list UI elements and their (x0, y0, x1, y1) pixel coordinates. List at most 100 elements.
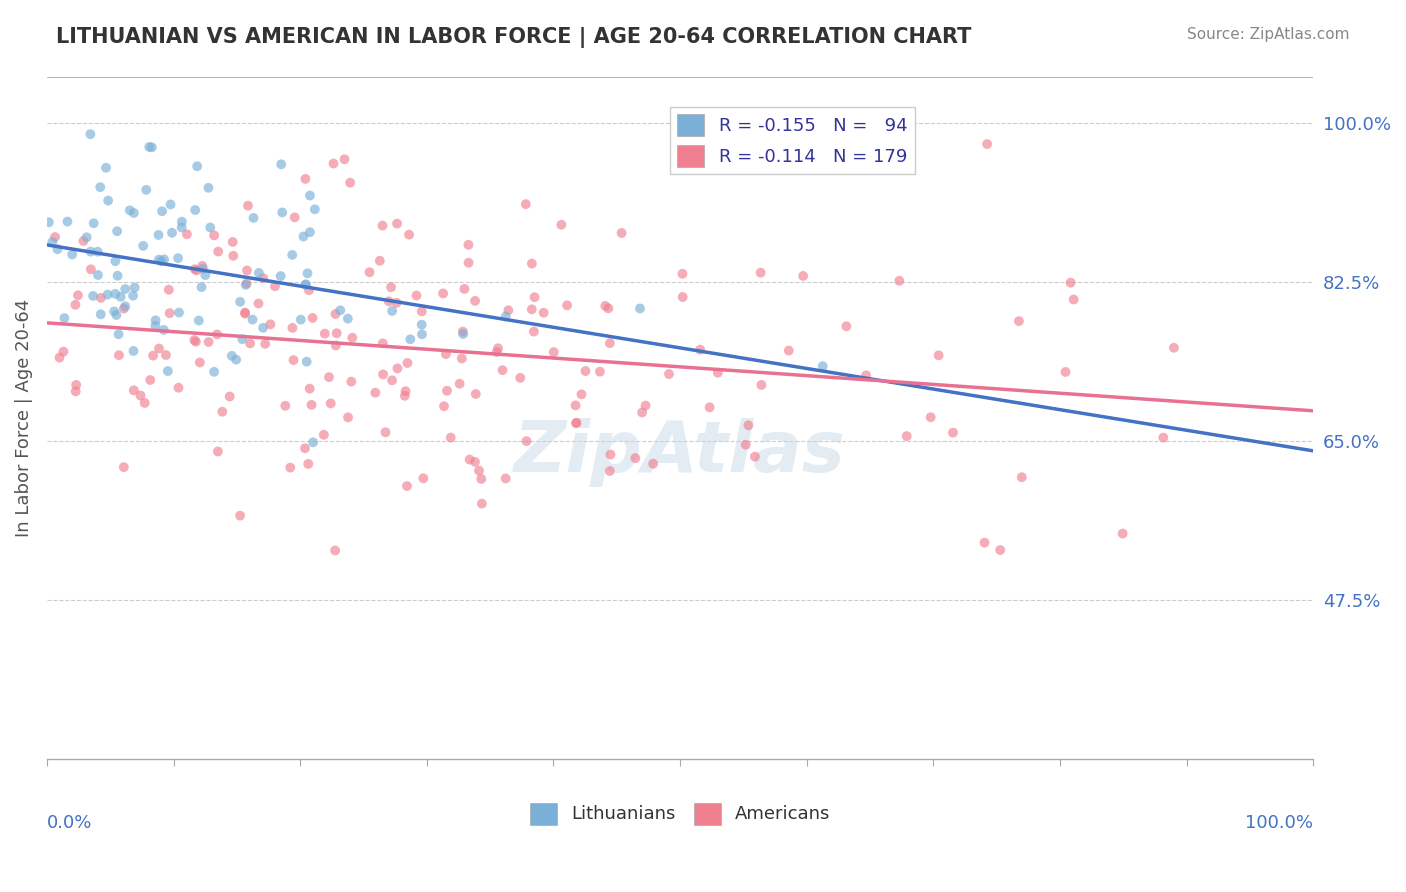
Point (242, 211, 264, 225)
Point (312, 427, 335, 442)
Point (274, 399, 297, 413)
Point (323, 543, 346, 558)
Point (434, 347, 457, 361)
Point (187, 313, 209, 327)
Point (319, 396, 342, 410)
Point (699, 401, 721, 415)
Point (436, 384, 458, 398)
Point (599, 448, 621, 462)
Point (387, 361, 409, 376)
Point (112, 460, 135, 475)
Point (298, 283, 321, 297)
Point (973, 535, 995, 549)
Point (1008, 314, 1031, 328)
Point (411, 304, 433, 318)
Point (65, 298, 87, 312)
Point (988, 543, 1011, 558)
Point (294, 172, 316, 186)
Point (80, 262, 103, 277)
Point (325, 338, 347, 352)
Point (624, 451, 647, 466)
Point (155, 348, 177, 362)
Point (301, 398, 323, 412)
Point (211, 405, 233, 419)
Point (598, 301, 620, 316)
Point (247, 266, 270, 280)
Point (543, 345, 565, 359)
Point (124, 280, 146, 294)
Point (325, 326, 347, 341)
Point (150, 254, 173, 268)
Point (515, 434, 537, 449)
Point (90, 307, 112, 321)
Point (235, 277, 257, 291)
Point (153, 323, 176, 337)
Point (751, 378, 773, 392)
Point (453, 282, 475, 296)
Text: LITHUANIAN VS AMERICAN IN LABOR FORCE | AGE 20-64 CORRELATION CHART: LITHUANIAN VS AMERICAN IN LABOR FORCE | … (56, 27, 972, 48)
Point (82, 289, 104, 303)
Point (242, 312, 264, 326)
Point (79, 244, 101, 259)
Point (270, 157, 292, 171)
Point (170, 220, 193, 235)
Point (574, 364, 596, 378)
Point (281, 248, 304, 262)
Point (156, 364, 179, 378)
Point (60, 247, 83, 261)
Point (689, 343, 711, 357)
Point (108, 348, 131, 362)
Point (191, 259, 214, 273)
Point (118, 203, 141, 218)
Point (205, 327, 228, 342)
Point (433, 399, 456, 413)
Point (138, 140, 160, 154)
Point (835, 319, 858, 334)
Point (337, 410, 360, 425)
Point (183, 333, 205, 347)
Point (191, 261, 214, 276)
Point (457, 256, 479, 270)
Point (942, 425, 965, 440)
Point (53, 311, 76, 326)
Point (628, 301, 651, 316)
Point (381, 304, 404, 318)
Text: Source: ZipAtlas.com: Source: ZipAtlas.com (1187, 27, 1350, 42)
Point (290, 312, 312, 326)
Point (184, 334, 207, 349)
Point (145, 313, 167, 327)
Point (520, 256, 543, 270)
Point (734, 438, 756, 452)
Point (184, 262, 207, 277)
Point (396, 356, 419, 370)
Point (523, 325, 546, 339)
Point (411, 318, 433, 332)
Point (359, 265, 381, 279)
Point (186, 263, 208, 277)
Point (176, 227, 198, 242)
Point (231, 332, 253, 346)
Point (83, 216, 105, 230)
Point (46, 242, 69, 256)
Point (194, 268, 217, 282)
Point (589, 365, 612, 379)
Point (105, 308, 128, 322)
Point (284, 211, 307, 225)
Point (148, 342, 170, 356)
Point (301, 310, 323, 325)
Point (160, 226, 183, 240)
Point (122, 206, 145, 220)
Point (87, 268, 110, 282)
Point (520, 302, 543, 317)
Point (197, 181, 219, 195)
Point (294, 442, 316, 456)
Point (671, 267, 693, 281)
Point (233, 305, 256, 319)
Point (339, 176, 361, 190)
Point (148, 252, 170, 267)
Point (458, 452, 481, 467)
Point (235, 277, 257, 292)
Point (432, 286, 454, 301)
Point (66, 288, 89, 302)
Point (44, 230, 66, 244)
